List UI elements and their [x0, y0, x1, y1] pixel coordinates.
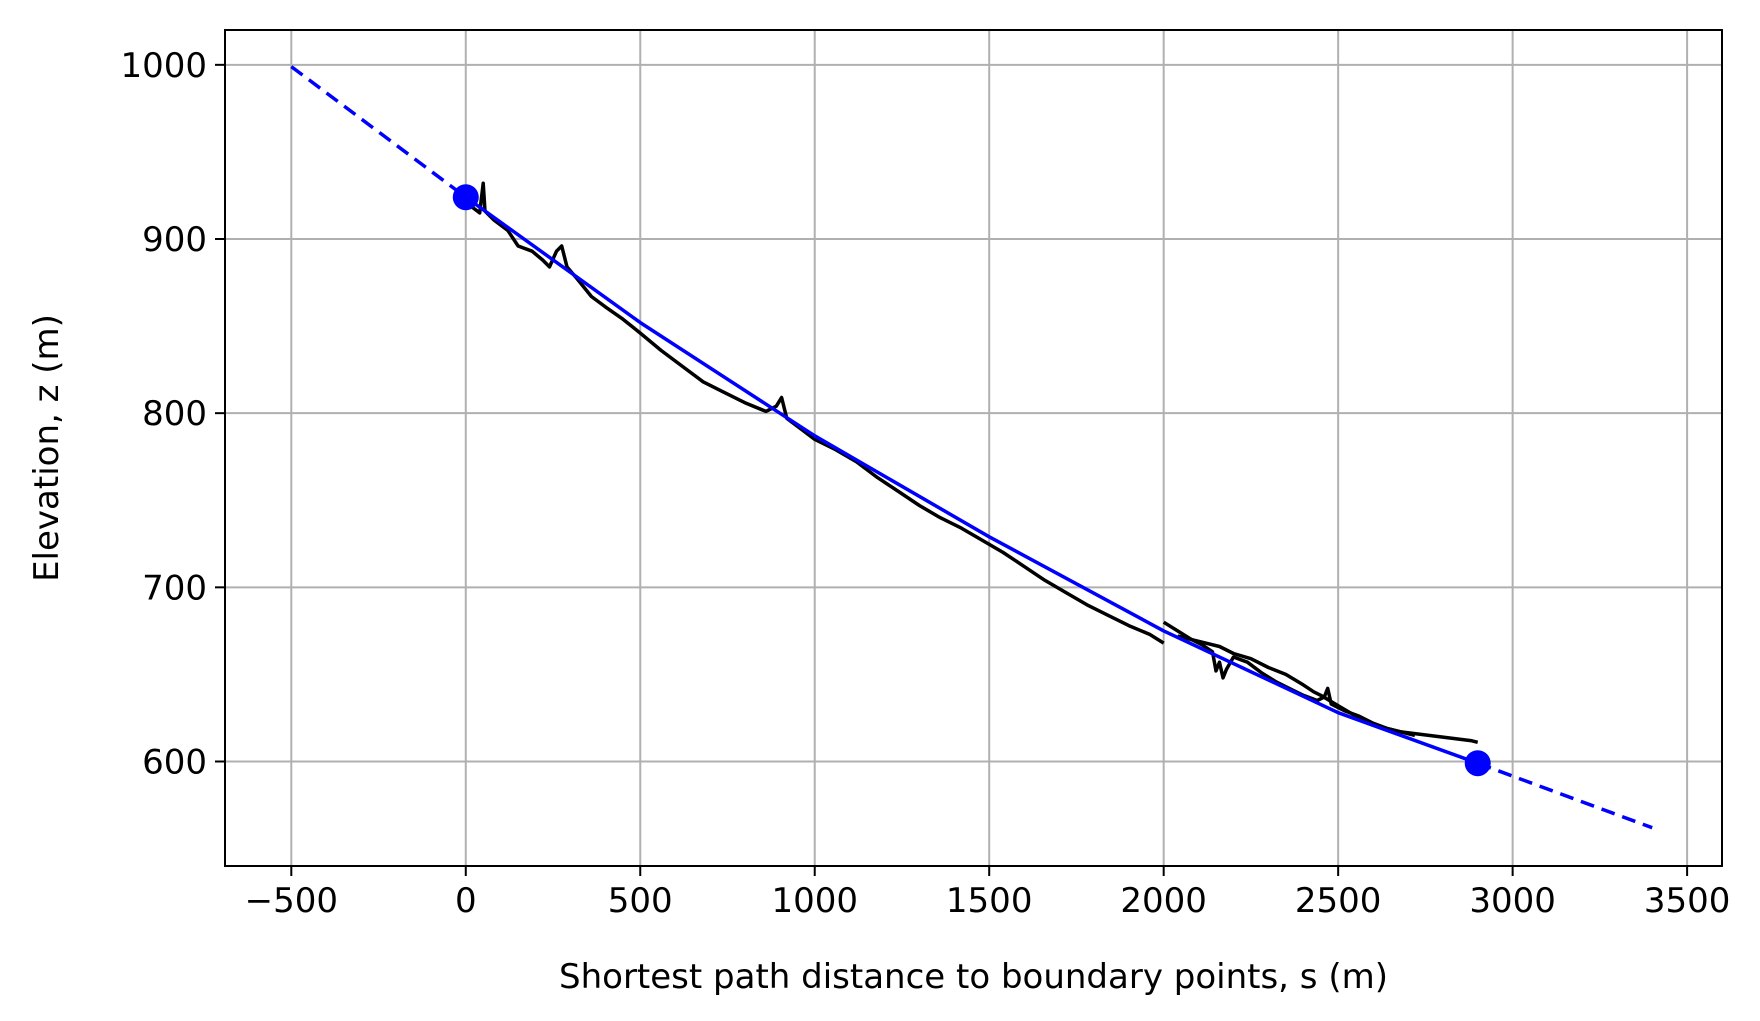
boundary-point-marker: [452, 184, 479, 211]
y-tick-label: 900: [142, 220, 207, 260]
x-tick-label: 500: [608, 881, 673, 921]
boundary-point-marker: [1464, 750, 1491, 777]
x-tick-label: 3500: [1644, 881, 1731, 921]
y-axis-label: Elevation, z (m): [27, 314, 67, 582]
extrapolated-profile-line: [1477, 761, 1653, 830]
x-tick-label: −500: [245, 881, 338, 921]
y-tick-label: 1000: [120, 46, 207, 86]
x-tick-label: 3000: [1469, 881, 1556, 921]
axis-ticks: −500 0 500 1000 1500 2000 2500 3000 3500 600 700 80…: [120, 46, 1730, 921]
x-tick-label: 1000: [771, 881, 858, 921]
x-tick-label: 0: [455, 881, 477, 921]
fitted-profile-line: [464, 195, 1479, 765]
x-tick-label: 2500: [1295, 881, 1382, 921]
x-tick-label: 1500: [946, 881, 1033, 921]
plot-data: [290, 65, 1653, 830]
elevation-profile-line: [464, 181, 1165, 645]
y-tick-label: 600: [142, 743, 207, 783]
y-tick-label: 700: [142, 568, 207, 608]
x-axis-label: Shortest path distance to boundary point…: [559, 957, 1388, 997]
extrapolated-profile-line: [290, 65, 467, 199]
plot-frame: [224, 29, 1723, 867]
x-tick-label: 2000: [1120, 881, 1207, 921]
y-tick-label: 800: [142, 394, 207, 434]
